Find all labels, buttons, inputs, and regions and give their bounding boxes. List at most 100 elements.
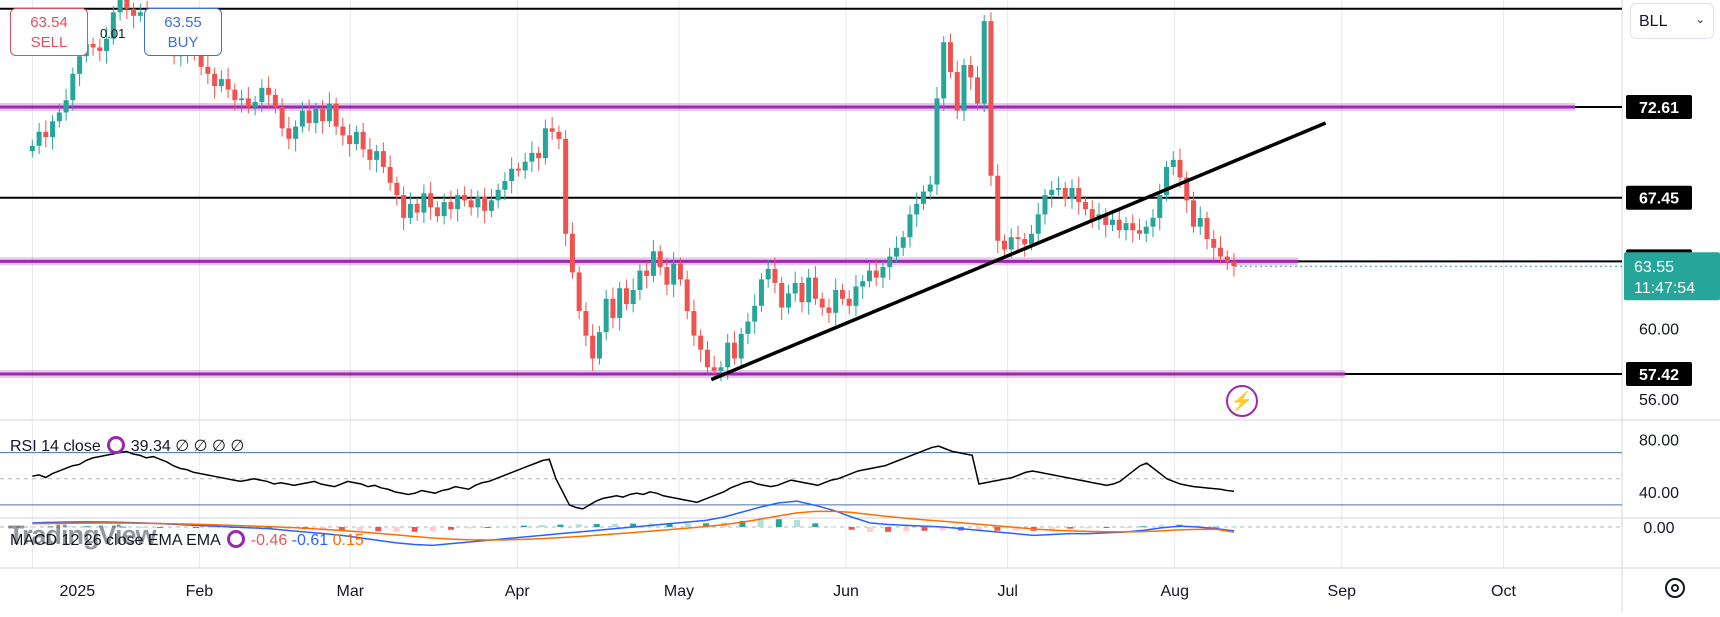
macd-histogram-bar [1158,525,1165,527]
macd-histogram-bar [976,527,983,531]
macd-histogram-bar [903,527,910,532]
rsi-value: 39.34 [130,438,171,455]
candle-body [920,191,926,204]
candle-body [367,149,373,160]
candle-body [1191,200,1197,227]
candle-body [1049,189,1055,196]
candle-body [644,270,650,276]
symbol-selector[interactable]: BLL ⌄ [1630,3,1714,39]
candle-body [522,161,528,171]
horizontal-levels[interactable] [0,7,1622,378]
candle-body [752,305,758,322]
rsi-line [32,445,1235,510]
axes: 2025 Feb Mar Apr May Jun Jul Aug Sep Oct 56.00 60.0… [60,322,1680,600]
candle-body [1143,226,1149,234]
candle-body [995,175,1001,241]
candle-body [387,166,393,183]
candle-body [414,203,420,213]
candle-body [117,0,123,13]
candle-body [860,281,866,287]
candle-body [428,193,434,208]
level-badge [1626,361,1692,386]
macd-histogram-bar [775,519,782,527]
trendline-segment[interactable] [710,121,1327,382]
candle-body [448,202,454,210]
rsi-tick-label: 80.00 [1639,433,1679,450]
candle-body [353,131,359,145]
candle-body [1022,238,1028,245]
rsi-legend[interactable]: RSI 14 close 39.34 ∅ ∅ ∅ ∅ [10,436,244,456]
lightning-icon[interactable]: ⚡ [1226,385,1258,417]
candle-body [792,282,798,294]
indicator-settings-icon[interactable] [106,436,125,454]
candle-body [968,65,974,78]
candle-body [563,138,569,234]
candle-body [205,66,211,74]
candle-body [401,195,407,218]
macd-histogram-value: -0.46 [250,532,288,549]
macd-histogram-bar [794,519,801,527]
macd-legend[interactable]: MACD 12 26 close EMA EMA -0.46 -0.61 0.15 [10,530,364,550]
x-tick-label: 2025 [60,583,96,600]
indicator-settings-icon[interactable] [226,530,245,548]
macd-histogram-bar [1048,527,1055,530]
candle-body [1136,230,1142,234]
candle-body [981,21,987,104]
candle-body [785,293,791,308]
sell-label: SELL [30,34,68,51]
candle-body [259,87,265,102]
gear-icon[interactable] [1665,578,1685,598]
sell-price: 63.54 [30,14,68,31]
candle-body [765,268,771,280]
candle-body [461,195,467,201]
trendline[interactable] [710,121,1327,382]
candle-body [509,168,515,182]
candle-body [1231,261,1237,267]
candle-body [664,267,670,285]
macd-histogram-bar [812,523,819,527]
candle-body [873,270,879,278]
rsi-tick-label: 40.00 [1639,485,1679,502]
candle-body [529,152,535,162]
candle-body [650,251,656,276]
candle-body [293,126,299,139]
buy-button[interactable]: 63.55 BUY [144,8,222,56]
current-price-badge [1624,252,1720,301]
macd-histogram-bar [1012,527,1019,531]
candle-body [1109,219,1115,225]
macd-histogram-bar [921,527,928,531]
candle-body [515,168,521,171]
sell-button[interactable]: 63.54 SELL [10,8,88,56]
candle-body [90,43,96,48]
candle-body [70,73,76,101]
candle-body [671,263,677,285]
candle-body [1055,188,1061,190]
current-price-label: 63.55 [1634,259,1674,276]
candle-body [279,107,285,129]
candle-body [1170,159,1176,167]
macd-histogram-bar [193,527,200,528]
candle-body [556,131,562,139]
macd-histogram-bar [1085,527,1092,529]
candle-body [374,151,380,160]
candle-body [536,152,542,159]
macd-histogram-bar [1212,526,1219,528]
macd-histogram-bar [338,527,345,530]
candle-body [36,131,42,146]
macd-signal-value: 0.15 [332,532,364,549]
candle-body [900,237,906,248]
candle-body [272,94,278,108]
macd-tick-label: 0.00 [1643,520,1674,537]
macd-histogram-bar [1139,526,1146,528]
macd-histogram-bar [65,526,72,528]
candle-body [603,298,609,333]
x-tick-label: Feb [186,583,214,600]
candle-body [286,128,292,139]
candle-body [360,131,366,150]
macd-histogram-bar [47,526,54,528]
candle-body [725,342,731,368]
candle-body [880,267,886,278]
